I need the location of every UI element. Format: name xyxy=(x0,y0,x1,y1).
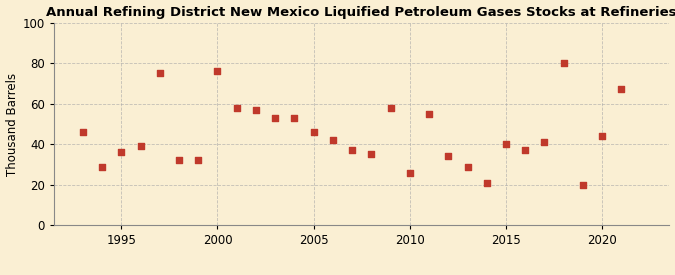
Point xyxy=(308,130,319,134)
Point xyxy=(616,87,627,92)
Point xyxy=(520,148,531,153)
Point xyxy=(385,106,396,110)
Point xyxy=(78,130,88,134)
Point xyxy=(270,116,281,120)
Point xyxy=(250,108,261,112)
Point xyxy=(366,152,377,156)
Point xyxy=(116,150,127,155)
Point xyxy=(501,142,512,147)
Point xyxy=(155,71,165,75)
Point xyxy=(173,158,184,163)
Point xyxy=(212,69,223,73)
Point xyxy=(462,164,473,169)
Point xyxy=(232,106,242,110)
Point xyxy=(193,158,204,163)
Point xyxy=(327,138,338,142)
Point xyxy=(424,112,435,116)
Point xyxy=(597,134,608,138)
Point xyxy=(97,164,107,169)
Y-axis label: Thousand Barrels: Thousand Barrels xyxy=(5,72,18,175)
Point xyxy=(289,116,300,120)
Point xyxy=(578,183,589,187)
Point xyxy=(135,144,146,148)
Point xyxy=(404,170,415,175)
Point xyxy=(347,148,358,153)
Title: Annual Refining District New Mexico Liquified Petroleum Gases Stocks at Refineri: Annual Refining District New Mexico Liqu… xyxy=(47,6,675,18)
Point xyxy=(443,154,454,159)
Point xyxy=(558,61,569,65)
Point xyxy=(481,181,492,185)
Point xyxy=(539,140,550,144)
